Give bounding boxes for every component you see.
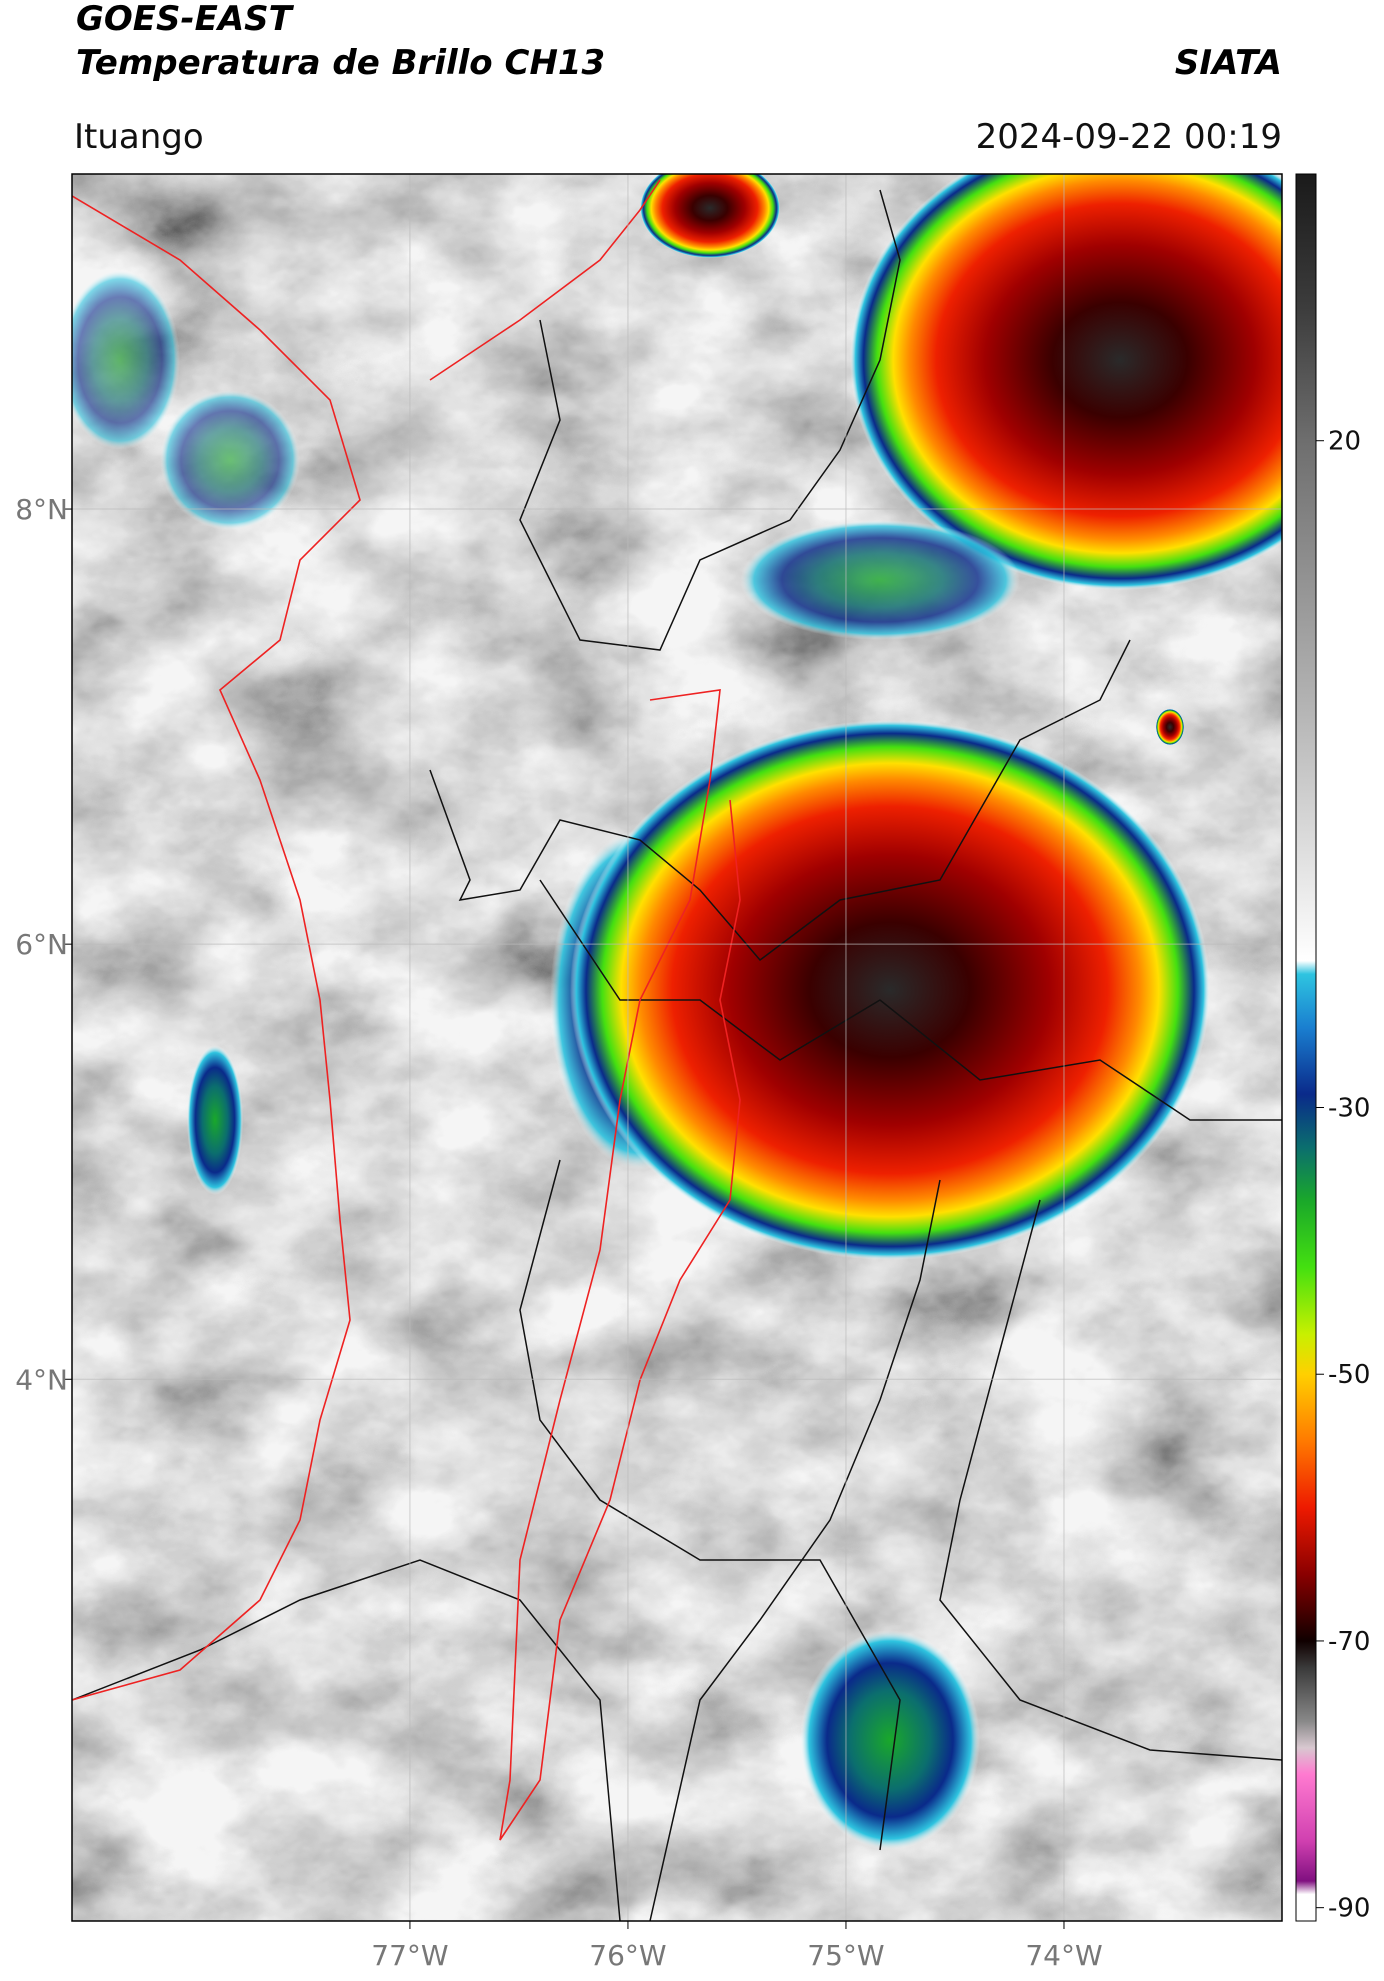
- y-tick-label: 8°N: [15, 493, 68, 526]
- colorbar-tick-label: -30: [1328, 1094, 1370, 1124]
- y-tick-label: 6°N: [15, 928, 68, 961]
- x-tick-label: 76°W: [589, 1939, 666, 1972]
- map-frame: [71, 173, 1283, 1922]
- x-tick-label: 75°W: [807, 1939, 884, 1972]
- satellite-image: [72, 174, 1282, 1921]
- colorbar-tick-label: -50: [1328, 1360, 1370, 1390]
- colorbar-tick-label: -70: [1328, 1627, 1370, 1657]
- colorbar-tick-label: 20: [1328, 427, 1361, 457]
- y-tick-label: 4°N: [15, 1363, 68, 1396]
- colorbar: [1295, 173, 1317, 1922]
- x-tick-label: 77°W: [371, 1939, 448, 1972]
- colorbar-tick-label: -90: [1328, 1894, 1370, 1924]
- subtitle: Temperatura de Brillo CH13: [76, 43, 605, 83]
- x-tick-label: 74°W: [1025, 1939, 1102, 1972]
- datetime: 2024-09-22 00:19: [976, 117, 1282, 157]
- location: Ituango: [74, 117, 204, 157]
- title: GOES-EAST: [76, 0, 295, 39]
- source: SIATA: [1175, 43, 1282, 83]
